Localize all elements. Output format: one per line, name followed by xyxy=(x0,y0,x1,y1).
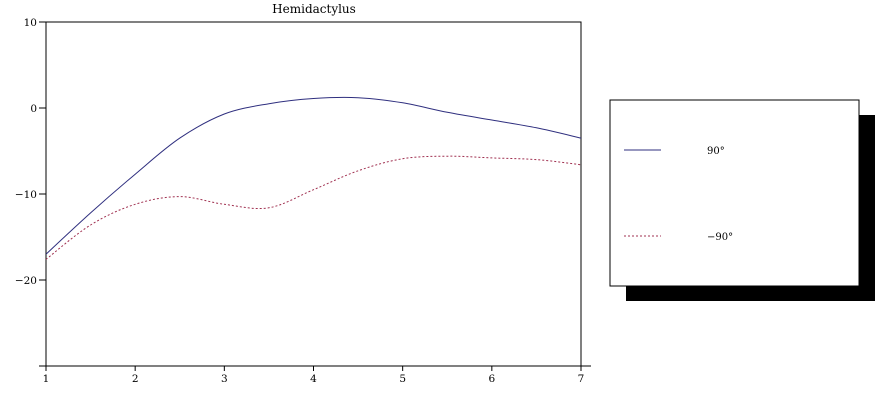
y-tick-label: 0 xyxy=(30,103,37,115)
x-tick-label: 2 xyxy=(132,373,139,385)
y-tick-label: −20 xyxy=(15,275,37,287)
x-tick-label: 6 xyxy=(488,373,495,385)
x-tick-label: 7 xyxy=(578,373,585,385)
y-tick-label: −10 xyxy=(15,189,37,201)
x-tick-label: 1 xyxy=(43,373,50,385)
legend-label: −90° xyxy=(707,232,733,243)
x-axis: 1 2 3 4 5 6 7 xyxy=(43,366,585,385)
plot-series xyxy=(45,96,582,260)
x-tick-label: 4 xyxy=(310,373,317,385)
y-axis: 10 0 −10 −20 xyxy=(15,17,591,367)
plot-frame xyxy=(45,21,582,367)
legend-label: 90° xyxy=(707,146,725,157)
series-line-1 xyxy=(45,155,582,260)
series-line-0 xyxy=(45,96,582,255)
legend-box xyxy=(609,99,860,287)
x-tick-label: 3 xyxy=(221,373,228,385)
x-tick-label: 5 xyxy=(399,373,406,385)
legend: 90° −90° xyxy=(609,99,875,301)
y-tick-label: 10 xyxy=(24,17,37,29)
chart-title: Hemidactylus xyxy=(272,2,356,16)
